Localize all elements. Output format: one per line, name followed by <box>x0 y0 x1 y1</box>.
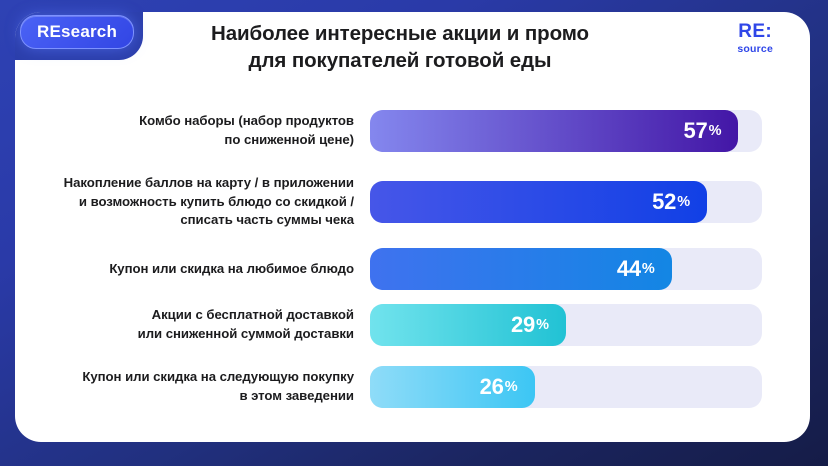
bar-fill: 52% <box>370 181 708 224</box>
chart-row: Купон или скидка на следующую покупку в э… <box>0 366 795 408</box>
bar-category-label-line: или сниженной суммой доставки <box>137 326 354 341</box>
research-badge: REsearch <box>20 15 135 49</box>
bar-value: 44 <box>616 256 641 281</box>
bar-category-label: Купон или скидка на любимое блюдо <box>0 260 370 279</box>
bar-fill: 29% <box>370 304 566 346</box>
bar-value-suffix: % <box>536 317 549 334</box>
page-title-line-1: Наиболее интересные акции и промо <box>211 22 589 45</box>
bar-category-label: Акции с бесплатной доставкой или сниженно… <box>0 306 370 343</box>
bar-category-label-line: Акции с бесплатной доставкой <box>151 307 354 323</box>
bar-track: 44% <box>370 248 762 290</box>
page-title: Наиболее интересные акции и промо для по… <box>130 20 670 75</box>
card-header: Наиболее интересные акции и промо для по… <box>0 0 795 96</box>
bar-category-label-line: в этом заведении <box>239 388 354 403</box>
bar-category-label: Комбо наборы (набор продуктов по сниженно… <box>0 112 370 149</box>
bar-value-suffix: % <box>641 261 655 278</box>
logo-secondary-text: source <box>737 43 773 55</box>
chart-row: Комбо наборы (набор продуктов по сниженно… <box>0 110 795 152</box>
page-title-line-2: для покупателей готовой еды <box>248 49 552 73</box>
bar-category-label: Накопление баллов на карту / в приложени… <box>0 174 370 230</box>
bar-value: 26 <box>479 374 504 399</box>
bar-value-suffix: % <box>677 194 691 211</box>
bar-category-label-line: Комбо наборы (набор продуктов <box>139 113 354 129</box>
bar-value: 57 <box>683 118 708 143</box>
bar-value-suffix: % <box>708 123 722 140</box>
chart-row: Накопление баллов на карту / в приложени… <box>0 174 795 230</box>
bar-track: 52% <box>370 181 762 224</box>
bar-track: 26% <box>370 366 762 408</box>
bar-value: 29 <box>511 312 536 337</box>
bar-value-suffix: % <box>504 379 518 396</box>
bar-category-label-line: по сниженной цене) <box>224 132 354 147</box>
bar-category-label-line: и возможность купить блюдо со скидкой / <box>78 193 354 209</box>
bar-category-label-line: списать часть суммы чека <box>180 212 354 228</box>
research-badge-label: REsearch <box>37 22 118 41</box>
bar-fill: 44% <box>370 248 672 290</box>
bar-category-label-line: Купон или скидка на следующую покупку <box>82 369 354 385</box>
chart-row: Купон или скидка на любимое блюдо 44% <box>0 248 795 290</box>
bar-category-label: Купон или скидка на следующую покупку в э… <box>0 368 370 405</box>
bar-track: 29% <box>370 304 762 346</box>
bar-value: 52 <box>652 189 677 215</box>
logo-primary-text: RE: <box>738 21 773 42</box>
bar-category-label-line: Купон или скидка на любимое блюдо <box>109 260 354 276</box>
bar-fill: 26% <box>370 366 535 408</box>
chart-row: Акции с бесплатной доставкой или сниженно… <box>0 304 795 346</box>
bar-category-label-line: Накопление баллов на карту / в приложени… <box>63 175 354 190</box>
bar-fill: 57% <box>370 110 739 152</box>
bar-track: 57% <box>370 110 762 152</box>
resource-logo: RE: source <box>737 22 773 55</box>
